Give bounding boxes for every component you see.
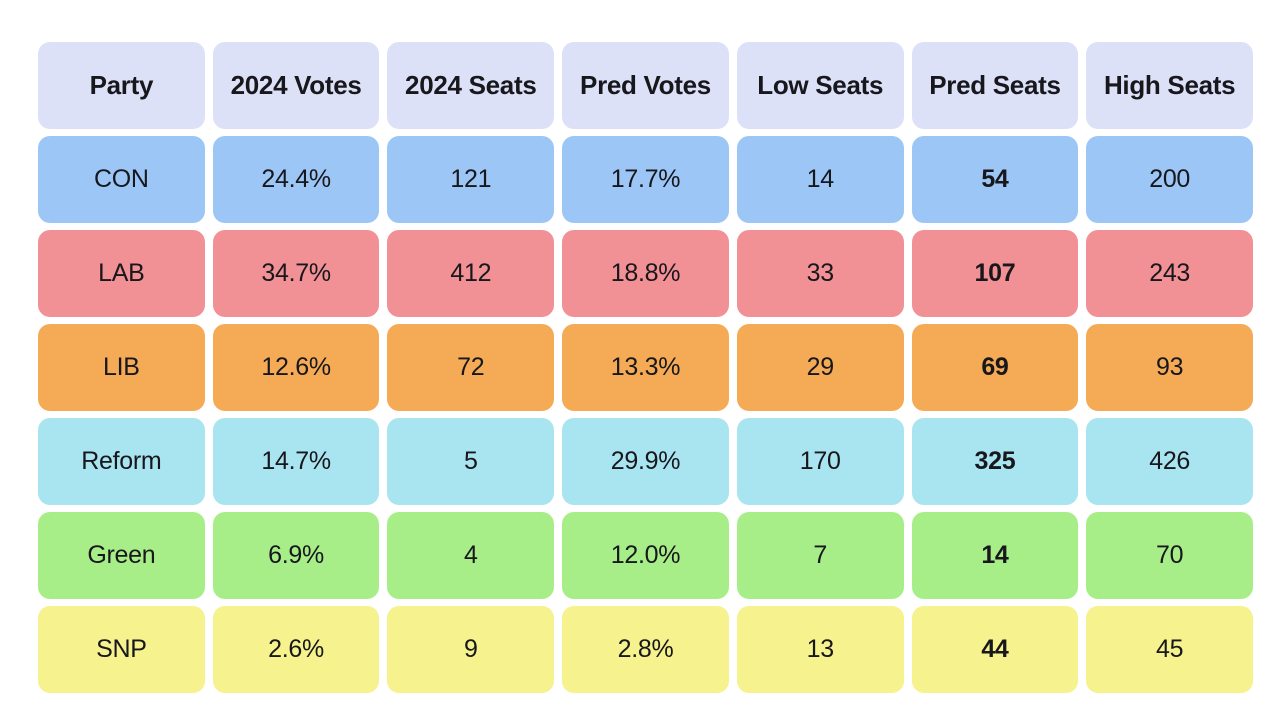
data-cell-snp-low-seats: 13: [736, 606, 904, 693]
data-cell-green-seats-2024: 4: [387, 512, 555, 599]
column-header-low-seats: Low Seats: [736, 42, 904, 129]
data-cell-lib-high-seats: 93: [1086, 324, 1253, 411]
data-cell-lab-seats-2024: 412: [387, 230, 555, 317]
data-cell-lab-low-seats: 33: [736, 230, 904, 317]
column-header-party: Party: [38, 42, 205, 129]
data-cell-reform-seats-2024: 5: [387, 418, 555, 505]
data-cell-con-pred-seats: 54: [911, 136, 1079, 223]
data-cell-lab-votes-2024: 34.7%: [212, 230, 380, 317]
column-header-pred-votes: Pred Votes: [562, 42, 729, 129]
data-cell-lib-pred-votes: 13.3%: [562, 324, 729, 411]
data-cell-green-votes-2024: 6.9%: [212, 512, 380, 599]
column-header-seats-2024: 2024 Seats: [387, 42, 555, 129]
data-cell-green-pred-votes: 12.0%: [562, 512, 729, 599]
election-prediction-table: Party 2024 Votes 2024 Seats Pred Votes Low S…: [38, 42, 1253, 693]
party-cell-lab: LAB: [38, 230, 205, 317]
data-cell-con-pred-votes: 17.7%: [562, 136, 729, 223]
data-cell-lab-pred-seats: 107: [911, 230, 1079, 317]
party-cell-reform: Reform: [38, 418, 205, 505]
data-cell-con-low-seats: 14: [736, 136, 904, 223]
data-cell-lib-votes-2024: 12.6%: [212, 324, 380, 411]
data-cell-green-low-seats: 7: [736, 512, 904, 599]
data-cell-lib-pred-seats: 69: [911, 324, 1079, 411]
data-cell-green-high-seats: 70: [1086, 512, 1253, 599]
data-cell-lab-pred-votes: 18.8%: [562, 230, 729, 317]
party-cell-green: Green: [38, 512, 205, 599]
data-cell-reform-low-seats: 170: [736, 418, 904, 505]
data-cell-reform-votes-2024: 14.7%: [212, 418, 380, 505]
data-cell-snp-high-seats: 45: [1086, 606, 1253, 693]
party-cell-con: CON: [38, 136, 205, 223]
data-cell-snp-pred-votes: 2.8%: [562, 606, 729, 693]
data-cell-con-seats-2024: 121: [387, 136, 555, 223]
data-cell-snp-pred-seats: 44: [911, 606, 1079, 693]
data-cell-con-votes-2024: 24.4%: [212, 136, 380, 223]
data-cell-snp-votes-2024: 2.6%: [212, 606, 380, 693]
data-cell-reform-high-seats: 426: [1086, 418, 1253, 505]
data-cell-reform-pred-votes: 29.9%: [562, 418, 729, 505]
party-cell-lib: LIB: [38, 324, 205, 411]
data-cell-green-pred-seats: 14: [911, 512, 1079, 599]
column-header-votes-2024: 2024 Votes: [212, 42, 380, 129]
data-cell-con-high-seats: 200: [1086, 136, 1253, 223]
column-header-pred-seats: Pred Seats: [911, 42, 1079, 129]
column-header-high-seats: High Seats: [1086, 42, 1253, 129]
data-cell-lab-high-seats: 243: [1086, 230, 1253, 317]
data-cell-lib-seats-2024: 72: [387, 324, 555, 411]
data-cell-snp-seats-2024: 9: [387, 606, 555, 693]
data-cell-lib-low-seats: 29: [736, 324, 904, 411]
data-cell-reform-pred-seats: 325: [911, 418, 1079, 505]
party-cell-snp: SNP: [38, 606, 205, 693]
